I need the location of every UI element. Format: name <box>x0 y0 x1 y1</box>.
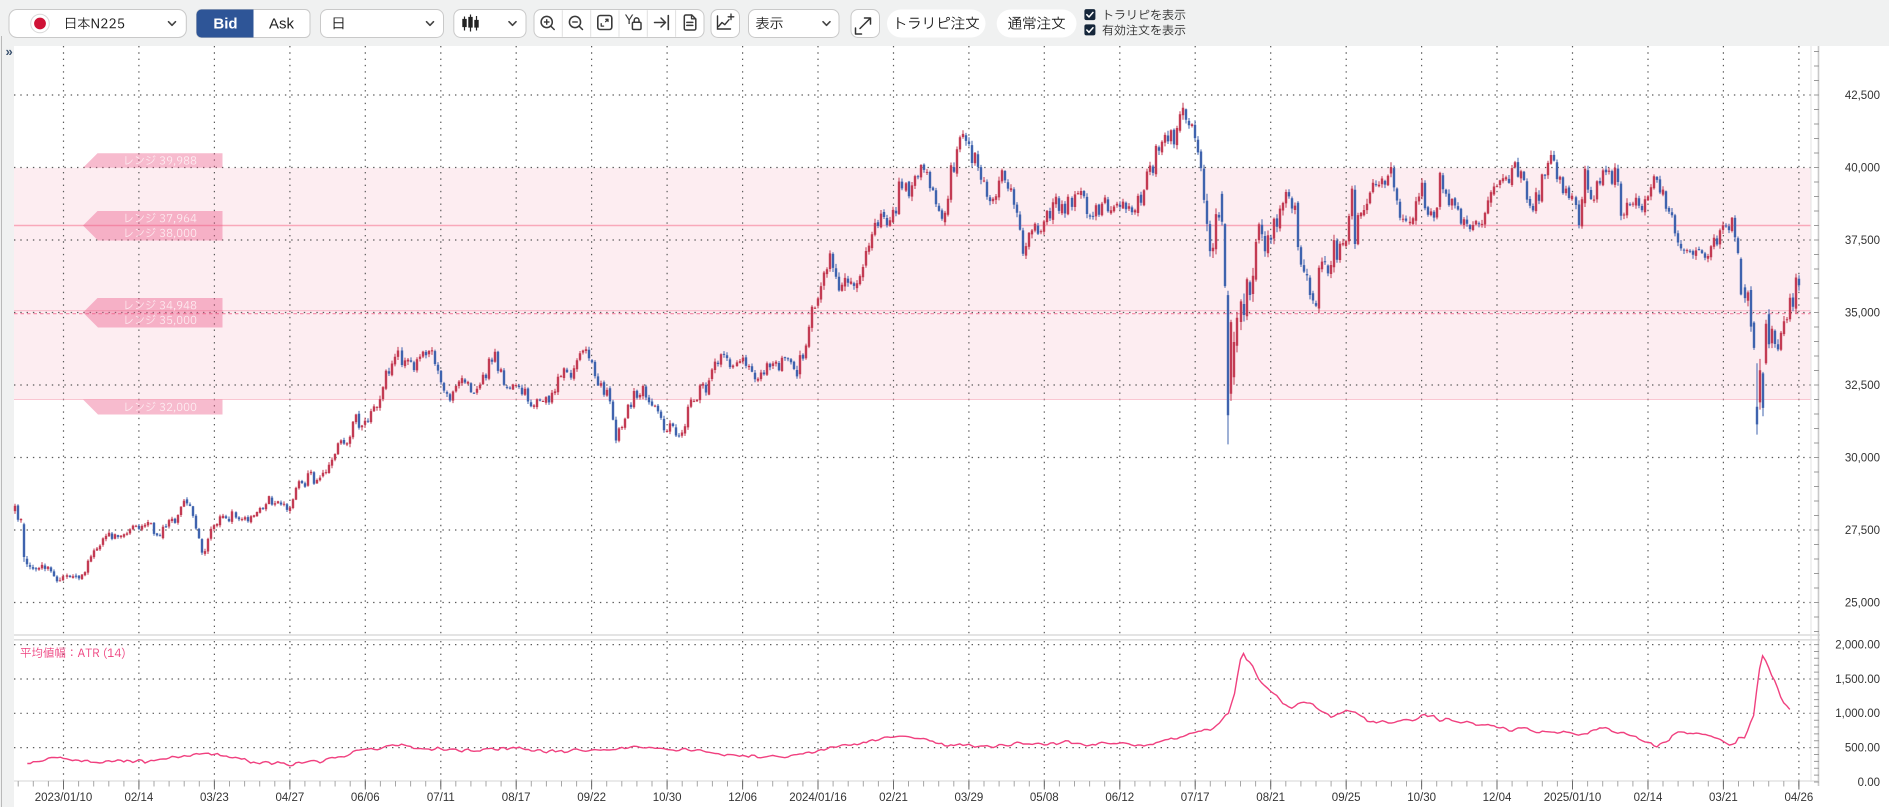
svg-text:03/29: 03/29 <box>955 792 984 804</box>
svg-text:27,500: 27,500 <box>1845 525 1880 537</box>
svg-text:02/14: 02/14 <box>1634 792 1663 804</box>
svg-text:1,500.00: 1,500.00 <box>1835 674 1880 686</box>
svg-text:Y: Y <box>625 12 634 27</box>
svg-text:09/25: 09/25 <box>1332 792 1361 804</box>
svg-text:04/27: 04/27 <box>276 792 305 804</box>
svg-text:12/06: 12/06 <box>728 792 757 804</box>
svg-text:04/26: 04/26 <box>1785 792 1814 804</box>
svg-text:2023/01/10: 2023/01/10 <box>35 792 93 804</box>
svg-text:0.00: 0.00 <box>1858 777 1880 789</box>
svg-text:25,000: 25,000 <box>1845 597 1880 609</box>
svg-text:2025/01/10: 2025/01/10 <box>1544 792 1602 804</box>
svg-text:42,500: 42,500 <box>1845 90 1880 102</box>
svg-text:02/21: 02/21 <box>879 792 908 804</box>
svg-text:1,000.00: 1,000.00 <box>1835 708 1880 720</box>
svg-text:500.00: 500.00 <box>1845 743 1880 755</box>
svg-text:37,500: 37,500 <box>1845 235 1880 247</box>
svg-text:06/06: 06/06 <box>351 792 380 804</box>
svg-text:02/14: 02/14 <box>125 792 154 804</box>
svg-text:2,000.00: 2,000.00 <box>1835 640 1880 652</box>
svg-text:2024/01/16: 2024/01/16 <box>789 792 847 804</box>
svg-text:10/30: 10/30 <box>653 792 682 804</box>
svg-text:07/11: 07/11 <box>427 792 455 804</box>
svg-text:03/23: 03/23 <box>200 792 229 804</box>
svg-text:32,500: 32,500 <box>1845 380 1880 392</box>
svg-text:Ask: Ask <box>269 16 295 33</box>
svg-text:05/08: 05/08 <box>1030 792 1059 804</box>
svg-text:35,000: 35,000 <box>1845 307 1880 319</box>
svg-text:30,000: 30,000 <box>1845 452 1880 464</box>
svg-text:Bid: Bid <box>213 16 237 33</box>
svg-text:08/17: 08/17 <box>502 792 531 804</box>
svg-text:08/21: 08/21 <box>1256 792 1285 804</box>
svg-text:07/17: 07/17 <box>1181 792 1210 804</box>
svg-text:12/04: 12/04 <box>1483 792 1512 804</box>
svg-text:40,000: 40,000 <box>1845 162 1880 174</box>
svg-text:10/30: 10/30 <box>1407 792 1436 804</box>
svg-text:06/12: 06/12 <box>1105 792 1134 804</box>
svg-text:09/22: 09/22 <box>577 792 606 804</box>
svg-text:03/21: 03/21 <box>1709 792 1738 804</box>
